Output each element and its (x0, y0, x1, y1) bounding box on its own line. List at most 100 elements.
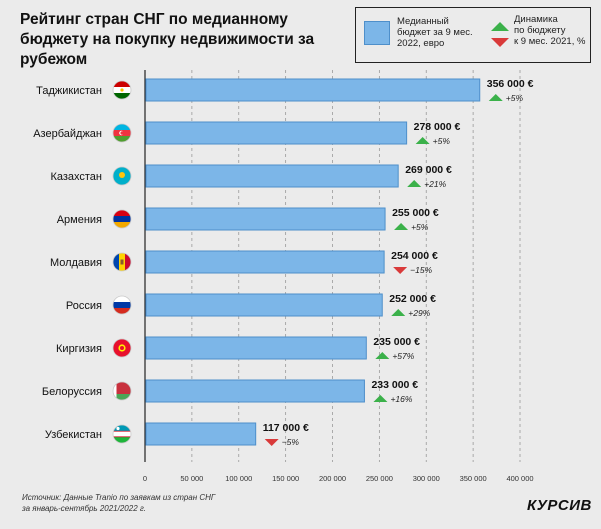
data-label: 278 000 € (414, 121, 461, 133)
x-tick-label: 200 000 (319, 474, 346, 483)
flag-border (112, 295, 132, 315)
dynamics-label: +16% (390, 394, 412, 404)
legend-budget-line: 2022, евро (397, 38, 445, 49)
flag-border (112, 424, 132, 444)
flag-border (112, 80, 132, 100)
legend-budget-swatch (364, 21, 390, 45)
x-tick-label: 50 000 (180, 474, 203, 483)
bar-row: Узбекистан 117 000 € −5% (45, 422, 309, 447)
category-label: Россия (66, 300, 102, 312)
x-tick-label: 350 000 (460, 474, 487, 483)
x-tick-label: 0 (143, 474, 147, 483)
legend-budget-line: бюджет за 9 мес. (397, 27, 473, 38)
bar-row: Армения 255 000 € +5% (57, 207, 439, 232)
category-label: Молдавия (50, 257, 102, 269)
bar (145, 250, 385, 274)
data-label: 269 000 € (405, 164, 452, 176)
data-label: 252 000 € (389, 293, 436, 305)
source-note: Источник: Данные Tranio по заявкам из ст… (22, 492, 215, 514)
dynamics-label: −15% (410, 265, 432, 275)
dynamics-label: +5% (411, 222, 429, 232)
flag-stripe (113, 93, 131, 99)
flag-stripe (113, 430, 131, 432)
category-label: Белоруссия (42, 386, 102, 398)
flag-border (112, 338, 132, 358)
flag-border (112, 123, 132, 143)
data-label: 255 000 € (392, 207, 439, 219)
dynamics-label: +5% (506, 93, 524, 103)
flag-stripe (113, 382, 131, 394)
up-arrow-icon (375, 352, 390, 359)
category-label: Казахстан (50, 171, 102, 183)
source-line: Источник: Данные Tranio по заявкам из ст… (22, 493, 216, 502)
bar (145, 207, 386, 231)
flag-border (112, 252, 132, 272)
category-label: Узбекистан (45, 429, 102, 441)
x-tick-label: 150 000 (272, 474, 299, 483)
up-arrow-icon (394, 223, 409, 230)
bar-row: Россия 252 000 € +29% (66, 293, 436, 318)
flag-stripe (113, 436, 131, 438)
dynamics-label: +57% (392, 351, 414, 361)
flag-border (112, 381, 132, 401)
dynamics-label: −5% (282, 437, 300, 447)
chart-title: Рейтинг стран СНГ по медианному бюджету … (20, 11, 315, 68)
category-label: Киргизия (56, 343, 102, 355)
flag-stripe (113, 124, 131, 131)
category-label: Таджикистан (36, 85, 102, 97)
flag-stripe (113, 308, 131, 314)
flag-emblem (120, 131, 124, 135)
up-arrow-icon (373, 395, 388, 402)
flag-stripe (113, 210, 131, 217)
dynamics-label: +21% (424, 179, 446, 189)
data-label: 254 000 € (391, 250, 438, 262)
bar (145, 121, 408, 145)
x-tick-label: 100 000 (225, 474, 252, 483)
dynamics-label: +5% (433, 136, 451, 146)
flag-belarus-icon (113, 382, 131, 400)
flag-stripe (113, 253, 120, 271)
flag-emblem (119, 172, 125, 178)
bar-row: Таджикистан 356 000 € +5% (36, 78, 533, 103)
flag-border (112, 166, 132, 186)
legend-budget-line: Медианный (397, 16, 449, 27)
flag-stripe (113, 394, 131, 400)
down-arrow-icon (264, 439, 279, 446)
legend: Медианный бюджет за 9 мес. 2022, евро Ди… (355, 7, 591, 63)
x-tick-label: 400 000 (506, 474, 533, 483)
bar (145, 164, 399, 188)
legend-dynamics-line: к 9 мес. 2021, % (514, 36, 586, 47)
flag-moldova-icon (113, 253, 131, 271)
flag-emblem (120, 259, 124, 265)
flag-stripe (113, 81, 131, 88)
flag-stripe (113, 425, 131, 432)
legend-dynamics-label: Динамика по бюджету к 9 мес. 2021, % (514, 14, 590, 47)
flag-tajikistan-icon (113, 81, 131, 99)
legend-budget-label: Медианный бюджет за 9 мес. 2022, евро (397, 16, 487, 49)
down-arrow-icon (393, 267, 408, 274)
legend-dynamics-line: Динамика (514, 14, 558, 25)
legend-dynamics-icon (491, 22, 509, 47)
bar (145, 336, 367, 360)
flag-armenia-icon (113, 210, 131, 228)
up-arrow-icon (488, 94, 503, 101)
data-label: 117 000 € (263, 422, 309, 434)
up-arrow-icon (415, 137, 430, 144)
kursiv-logo: КУРСИВ (527, 497, 592, 514)
flag-stripe (113, 431, 131, 438)
flag-kazakhstan-icon (113, 167, 131, 185)
source-line: за январь-сентябрь 2021/2022 г. (22, 504, 147, 513)
flag-border (112, 209, 132, 229)
flag-stripe (113, 216, 131, 223)
category-label: Армения (57, 214, 102, 226)
data-label: 235 000 € (373, 336, 420, 348)
data-label: 356 000 € (487, 78, 534, 90)
flag-ornament (113, 382, 117, 400)
x-tick-label: 300 000 (413, 474, 440, 483)
bar-row: Азербайджан 278 000 € +5% (33, 121, 460, 146)
flag-stripe (113, 136, 131, 142)
up-arrow-icon (391, 309, 406, 316)
flag-stripe (113, 222, 131, 228)
up-arrow-icon (407, 180, 422, 187)
